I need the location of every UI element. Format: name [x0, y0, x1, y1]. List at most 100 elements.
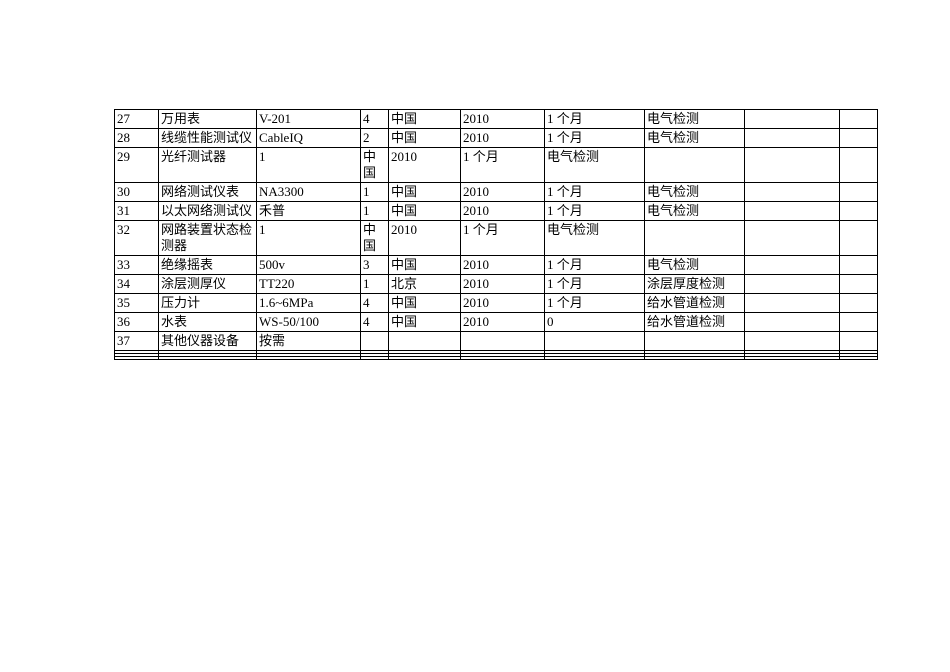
- cell: 31: [115, 202, 159, 221]
- cell: [745, 275, 840, 294]
- cell: [840, 256, 878, 275]
- cell: 中国: [389, 202, 461, 221]
- table-row: 31 以太网络测试仪 禾普 1 中国 2010 1 个月 电气检测: [115, 202, 878, 221]
- cell: 电气检测: [645, 183, 745, 202]
- cell: 36: [115, 313, 159, 332]
- cell: [745, 313, 840, 332]
- cell: 2010: [389, 148, 461, 183]
- cell: 涂层测厚仪: [159, 275, 257, 294]
- cell: [745, 357, 840, 360]
- cell: 给水管道检测: [645, 313, 745, 332]
- table-row: 30 网络测试仪表 NA3300 1 中国 2010 1 个月 电气检测: [115, 183, 878, 202]
- cell: 1 个月: [545, 275, 645, 294]
- cell: 涂层厚度检测: [645, 275, 745, 294]
- cell: 2010: [461, 275, 545, 294]
- table-row: 27 万用表 V-201 4 中国 2010 1 个月 电气检测: [115, 110, 878, 129]
- cell: 中国: [389, 313, 461, 332]
- cell: 中国: [361, 148, 389, 183]
- cell: 2010: [461, 313, 545, 332]
- cell: [840, 294, 878, 313]
- cell: 1 个月: [545, 129, 645, 148]
- cell: 1 个月: [461, 148, 545, 183]
- cell: 33: [115, 256, 159, 275]
- cell: 1 个月: [545, 202, 645, 221]
- table-row: [115, 357, 878, 360]
- cell: 4: [361, 110, 389, 129]
- table-row: 32 网路装置状态检测器 1 中国 2010 1 个月 电气检测: [115, 221, 878, 256]
- cell: 绝缘摇表: [159, 256, 257, 275]
- data-table: 27 万用表 V-201 4 中国 2010 1 个月 电气检测 28 线缆性能…: [114, 109, 878, 360]
- cell: 线缆性能测试仪: [159, 129, 257, 148]
- cell: [361, 332, 389, 351]
- cell: V-201: [257, 110, 361, 129]
- cell: 给水管道检测: [645, 294, 745, 313]
- cell: 34: [115, 275, 159, 294]
- cell: [257, 357, 361, 360]
- cell: [840, 183, 878, 202]
- cell: [389, 332, 461, 351]
- cell: [745, 221, 840, 256]
- cell: 2010: [461, 129, 545, 148]
- cell: [745, 202, 840, 221]
- cell: 28: [115, 129, 159, 148]
- cell: 电气检测: [645, 110, 745, 129]
- cell: WS-50/100: [257, 313, 361, 332]
- cell: [389, 357, 461, 360]
- cell: [840, 275, 878, 294]
- table-row: 34 涂层测厚仪 TT220 1 北京 2010 1 个月 涂层厚度检测: [115, 275, 878, 294]
- cell: 29: [115, 148, 159, 183]
- table-row: 35 压力计 1.6~6MPa 4 中国 2010 1 个月 给水管道检测: [115, 294, 878, 313]
- table-row: 28 线缆性能测试仪 CableIQ 2 中国 2010 1 个月 电气检测: [115, 129, 878, 148]
- cell: 中国: [361, 221, 389, 256]
- cell: [840, 313, 878, 332]
- cell: 电气检测: [545, 148, 645, 183]
- cell: 水表: [159, 313, 257, 332]
- cell: 35: [115, 294, 159, 313]
- cell: [645, 332, 745, 351]
- cell: TT220: [257, 275, 361, 294]
- cell: 中国: [389, 183, 461, 202]
- cell: [840, 148, 878, 183]
- cell: [745, 110, 840, 129]
- cell: 其他仪器设备: [159, 332, 257, 351]
- cell: 电气检测: [645, 256, 745, 275]
- cell: 中国: [389, 294, 461, 313]
- cell: 中国: [389, 256, 461, 275]
- cell: 电气检测: [645, 202, 745, 221]
- cell: 32: [115, 221, 159, 256]
- cell: [745, 129, 840, 148]
- cell: [645, 221, 745, 256]
- cell: 禾普: [257, 202, 361, 221]
- cell: 按需: [257, 332, 361, 351]
- cell: 2010: [461, 110, 545, 129]
- cell: 电气检测: [645, 129, 745, 148]
- cell: [545, 332, 645, 351]
- table-body: 27 万用表 V-201 4 中国 2010 1 个月 电气检测 28 线缆性能…: [115, 110, 878, 360]
- cell: [461, 332, 545, 351]
- cell: 中国: [389, 110, 461, 129]
- cell: 中国: [389, 129, 461, 148]
- cell: 3: [361, 256, 389, 275]
- cell: [840, 332, 878, 351]
- cell: [745, 294, 840, 313]
- cell: 30: [115, 183, 159, 202]
- cell: 2010: [461, 202, 545, 221]
- cell: 1: [257, 148, 361, 183]
- cell: [545, 357, 645, 360]
- cell: 27: [115, 110, 159, 129]
- page: 27 万用表 V-201 4 中国 2010 1 个月 电气检测 28 线缆性能…: [0, 0, 950, 672]
- table-row: 33 绝缘摇表 500v 3 中国 2010 1 个月 电气检测: [115, 256, 878, 275]
- cell: [840, 221, 878, 256]
- cell: 1 个月: [545, 256, 645, 275]
- cell: 电气检测: [545, 221, 645, 256]
- cell: 光纤测试器: [159, 148, 257, 183]
- cell: [745, 256, 840, 275]
- cell: [840, 202, 878, 221]
- cell: 4: [361, 313, 389, 332]
- cell: [645, 148, 745, 183]
- cell: 1: [257, 221, 361, 256]
- cell: 1: [361, 275, 389, 294]
- cell: [840, 357, 878, 360]
- cell: [461, 357, 545, 360]
- cell: [745, 183, 840, 202]
